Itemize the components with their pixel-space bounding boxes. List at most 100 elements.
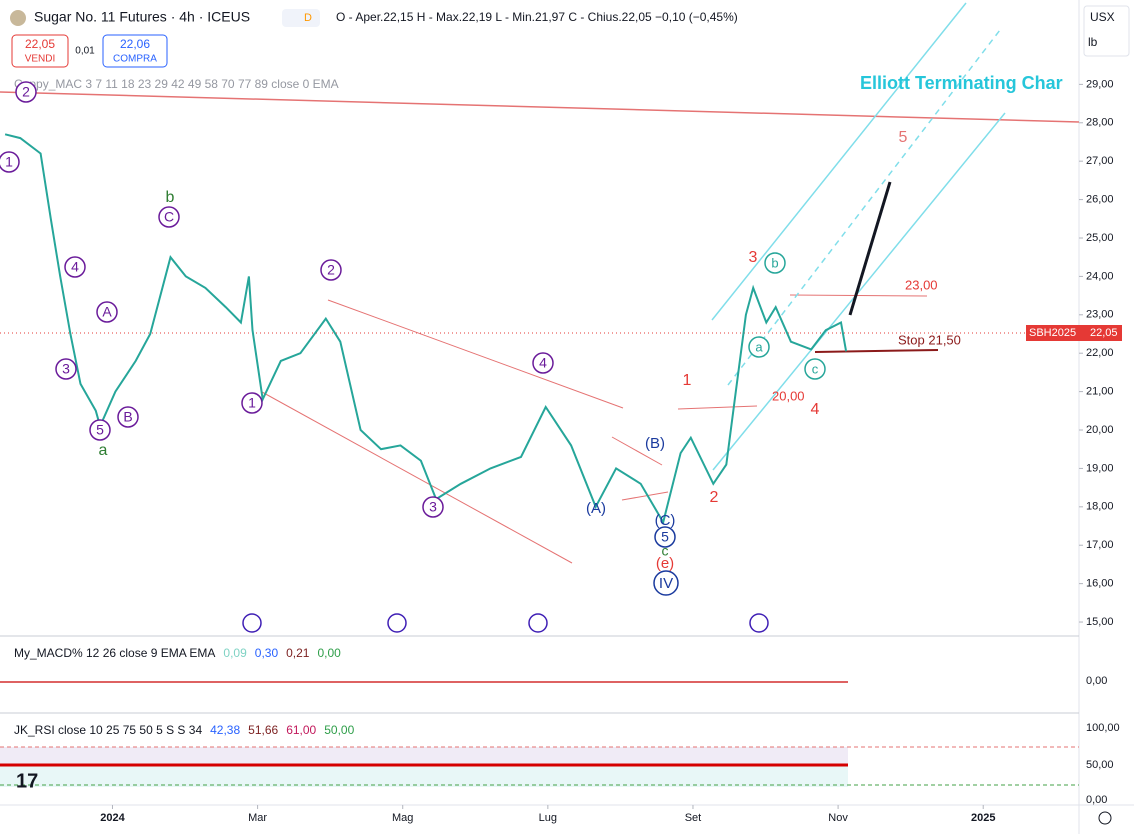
wave-label: Elliott Terminating Char [860, 73, 1063, 93]
trend-line [0, 91, 1080, 123]
wave-circle [15, 81, 37, 103]
currency: USX [1090, 10, 1115, 24]
y-tick-label: 21,00 [1086, 386, 1114, 398]
macd-value: 0,21 [286, 646, 310, 660]
wave-label: 23,00 [905, 277, 938, 292]
wave-label: Stop 21,50 [898, 332, 961, 347]
wave-circle [532, 352, 554, 374]
wave-label: 5 [661, 529, 669, 545]
event-icon[interactable] [387, 613, 407, 633]
wave-label: c [812, 361, 819, 376]
y-tick-label: 15,00 [1086, 616, 1114, 628]
y-tick-label: 26,00 [1086, 193, 1114, 205]
wave-circle [653, 570, 679, 596]
rsi-value: 50,00 [324, 723, 354, 737]
wave-circle [64, 256, 86, 278]
y-tick-label: 18,00 [1086, 501, 1114, 513]
y-tick-label: 25,00 [1086, 232, 1114, 244]
badge-box [282, 9, 320, 27]
macd-axis: 0,00 [1086, 675, 1107, 687]
wave-circle [654, 526, 676, 548]
x-tick-label: Lug [539, 812, 557, 824]
wave-label: 1 [5, 154, 13, 170]
wave-label: IV [659, 575, 673, 592]
rsi-axis: 100,00 [1086, 722, 1120, 734]
wave-label: A [102, 304, 112, 320]
logo: 17 [16, 770, 38, 792]
wave-label: 4 [811, 401, 820, 418]
macd-value: 0,30 [255, 646, 279, 660]
sell-label: VENDI [25, 54, 56, 65]
wave-label: (C) [655, 512, 676, 529]
price-tag-box [1026, 325, 1122, 341]
wave-label: 2 [22, 84, 30, 100]
wave-circle [55, 358, 77, 380]
x-tick-label: Set [685, 812, 702, 824]
projection [848, 181, 892, 316]
buy-label: COMPRA [113, 54, 157, 65]
wave-circle [117, 406, 139, 428]
wave-label: 3 [62, 361, 70, 377]
wave-label: C [164, 209, 174, 225]
rsi-axis: 50,00 [1086, 759, 1114, 771]
rsi-value: 51,66 [248, 723, 278, 737]
wave-label: B [123, 409, 132, 425]
wave-circle [0, 151, 20, 173]
unit-box[interactable] [1083, 5, 1130, 57]
event-icon[interactable] [242, 613, 262, 633]
wave-label: 4 [71, 259, 79, 275]
y-tick-label: 22,00 [1086, 347, 1114, 359]
y-tick-label: 28,00 [1086, 117, 1114, 129]
wave-label: (A) [586, 500, 606, 517]
wave-label: 5 [899, 129, 908, 146]
rsi-band-upper [0, 747, 848, 765]
x-tick-label: Mag [392, 812, 413, 824]
channel-line [711, 2, 967, 321]
wave-label: 1 [683, 372, 692, 389]
macd-title: My_MACD% 12 26 close 9 EMA EMA [14, 646, 215, 660]
price-tag-price: 22,05 [1090, 327, 1118, 339]
y-tick-label: 19,00 [1086, 462, 1114, 474]
wave-label: 5 [96, 422, 104, 438]
x-tick-label: Nov [828, 812, 848, 824]
event-icon[interactable] [528, 613, 548, 633]
channel-line [712, 112, 1006, 471]
buy-button[interactable] [102, 34, 168, 68]
wave-circle [96, 301, 118, 323]
wave-label: (e) [656, 555, 674, 572]
y-tick-label: 16,00 [1086, 578, 1114, 590]
wave-label: (B) [645, 435, 665, 452]
wave-label: c [662, 543, 669, 559]
wave-circle [241, 392, 263, 414]
sell-price: 22,05 [25, 37, 55, 51]
unit: lb [1088, 35, 1098, 49]
rsi-axis: 0,00 [1086, 794, 1107, 806]
buy-price: 22,06 [120, 37, 150, 51]
y-tick-label: 29,00 [1086, 78, 1114, 90]
settings-icon[interactable] [1098, 811, 1112, 825]
y-tick-label: 23,00 [1086, 309, 1114, 321]
spread: 0,01 [75, 46, 95, 57]
macd-value: 0,09 [223, 646, 247, 660]
symbol-title: Sugar No. 11 Futures · 4h · ICEUS [34, 9, 250, 25]
rsi-value: 61,00 [286, 723, 316, 737]
y-tick-label: 24,00 [1086, 270, 1114, 282]
sell-button[interactable] [11, 34, 69, 68]
drawings [0, 2, 1080, 564]
stop-line [814, 349, 939, 353]
wave-label: 20,00 [772, 388, 805, 403]
event-icon[interactable] [749, 613, 769, 633]
channel-mid [727, 29, 1001, 386]
rsi-value: 42,38 [210, 723, 240, 737]
indicator-legend: Coppy_MAC 3 7 11 18 23 29 42 49 58 70 77… [14, 77, 339, 91]
wave-label: a [755, 339, 763, 354]
macd-value: 0,00 [317, 646, 341, 660]
wave-circle [158, 206, 180, 228]
price-line [4, 133, 848, 525]
trend-line [327, 299, 624, 409]
trend-line [621, 491, 669, 501]
ohlc: O - Aper.22,15 H - Max.22,19 L - Min.21,… [336, 10, 738, 24]
wave-label: 3 [749, 249, 758, 266]
y-tick-label: 20,00 [1086, 424, 1114, 436]
